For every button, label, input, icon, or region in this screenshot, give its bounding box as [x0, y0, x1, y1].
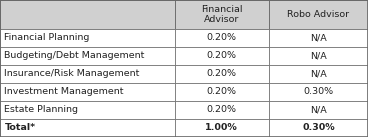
Bar: [269, 101, 368, 119]
Text: 0.20%: 0.20%: [207, 33, 237, 42]
Bar: [175, 47, 269, 65]
Text: Investment Management: Investment Management: [4, 87, 124, 96]
Text: N/A: N/A: [310, 51, 327, 60]
Text: N/A: N/A: [310, 33, 327, 42]
Bar: [0, 83, 175, 101]
Bar: [175, 65, 269, 83]
Bar: [269, 0, 368, 29]
Text: Budgeting/Debt Management: Budgeting/Debt Management: [4, 51, 145, 60]
Bar: [175, 29, 269, 47]
Bar: [175, 101, 269, 119]
Bar: [0, 65, 175, 83]
Text: Insurance/Risk Management: Insurance/Risk Management: [4, 69, 140, 78]
Bar: [269, 119, 368, 137]
Text: Total*: Total*: [4, 123, 36, 132]
Bar: [0, 101, 175, 119]
Text: 0.30%: 0.30%: [302, 123, 335, 132]
Text: Estate Planning: Estate Planning: [4, 105, 78, 114]
Bar: [175, 83, 269, 101]
Bar: [0, 29, 175, 47]
Text: 0.30%: 0.30%: [303, 87, 333, 96]
Text: 0.20%: 0.20%: [207, 69, 237, 78]
Bar: [175, 0, 269, 29]
Bar: [269, 83, 368, 101]
Text: Financial
Advisor: Financial Advisor: [201, 5, 243, 24]
Text: 1.00%: 1.00%: [205, 123, 238, 132]
Text: Robo Advisor: Robo Advisor: [287, 10, 349, 19]
Bar: [269, 65, 368, 83]
Text: 0.20%: 0.20%: [207, 87, 237, 96]
Bar: [0, 47, 175, 65]
Text: N/A: N/A: [310, 105, 327, 114]
Bar: [269, 29, 368, 47]
Bar: [0, 0, 175, 29]
Bar: [269, 47, 368, 65]
Text: N/A: N/A: [310, 69, 327, 78]
Text: 0.20%: 0.20%: [207, 51, 237, 60]
Bar: [175, 119, 269, 137]
Text: 0.20%: 0.20%: [207, 105, 237, 114]
Text: Financial Planning: Financial Planning: [4, 33, 90, 42]
Bar: [0, 119, 175, 137]
